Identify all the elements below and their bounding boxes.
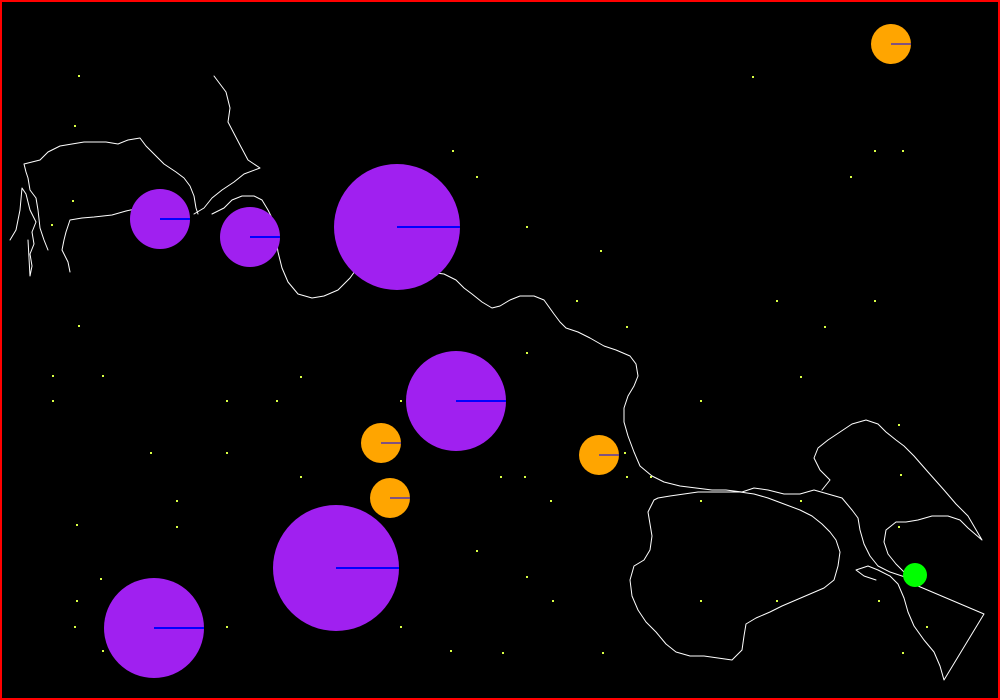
food-pellet [752, 76, 754, 78]
orange-cell[interactable] [579, 435, 619, 475]
food-pellet [626, 326, 628, 328]
food-pellet [76, 524, 78, 526]
food-pellet [476, 176, 478, 178]
food-pellet [102, 375, 104, 377]
food-pellet [300, 376, 302, 378]
food-pellet [102, 650, 104, 652]
food-pellet [176, 526, 178, 528]
food-pellet [276, 400, 278, 402]
food-pellet [78, 75, 80, 77]
food-pellet [626, 476, 628, 478]
food-pellet [926, 626, 928, 628]
food-pellet [502, 652, 504, 654]
food-pellet [176, 500, 178, 502]
food-pellet [400, 626, 402, 628]
food-pellet [226, 400, 228, 402]
food-pellet [74, 626, 76, 628]
food-pellet [226, 452, 228, 454]
food-pellet [526, 576, 528, 578]
food-pellet [76, 600, 78, 602]
purple-cell[interactable] [406, 351, 506, 451]
food-pellet [300, 476, 302, 478]
food-pellet [100, 578, 102, 580]
food-pellet [700, 500, 702, 502]
food-pellet [602, 652, 604, 654]
food-pellet [874, 300, 876, 302]
food-pellet [52, 375, 54, 377]
food-pellet [150, 452, 152, 454]
food-pellet [500, 476, 502, 478]
player-cell[interactable] [903, 563, 927, 587]
food-pellet [700, 600, 702, 602]
orange-cell[interactable] [370, 478, 410, 518]
player-cell-body [903, 563, 927, 587]
food-pellet [898, 526, 900, 528]
food-pellet [552, 600, 554, 602]
food-pellet [902, 652, 904, 654]
food-pellet [902, 150, 904, 152]
food-pellet [51, 224, 53, 226]
purple-cell[interactable] [104, 578, 204, 678]
food-pellet [576, 300, 578, 302]
purple-cell[interactable] [130, 189, 190, 249]
food-pellet [824, 326, 826, 328]
food-pellet [452, 150, 454, 152]
food-pellet [476, 550, 478, 552]
orange-cell[interactable] [361, 423, 401, 463]
food-pellet [450, 650, 452, 652]
food-pellet [526, 226, 528, 228]
purple-cell[interactable] [220, 207, 280, 267]
food-pellet [900, 474, 902, 476]
food-pellet [550, 500, 552, 502]
food-pellet [850, 176, 852, 178]
food-pellet [624, 452, 626, 454]
food-pellet [400, 400, 402, 402]
food-pellet [776, 300, 778, 302]
purple-cell[interactable] [273, 505, 399, 631]
food-pellet [898, 424, 900, 426]
food-pellet [600, 250, 602, 252]
purple-cell[interactable] [334, 164, 460, 290]
orange-cell[interactable] [871, 24, 911, 64]
food-pellet [526, 352, 528, 354]
food-pellet [874, 150, 876, 152]
food-pellet [524, 476, 526, 478]
food-pellet [878, 600, 880, 602]
food-pellet [52, 400, 54, 402]
food-pellet [78, 325, 80, 327]
food-pellet [226, 626, 228, 628]
food-pellet [800, 500, 802, 502]
food-pellet [700, 400, 702, 402]
food-pellet [800, 376, 802, 378]
food-pellet [74, 125, 76, 127]
food-pellet [72, 200, 74, 202]
food-pellet [776, 600, 778, 602]
